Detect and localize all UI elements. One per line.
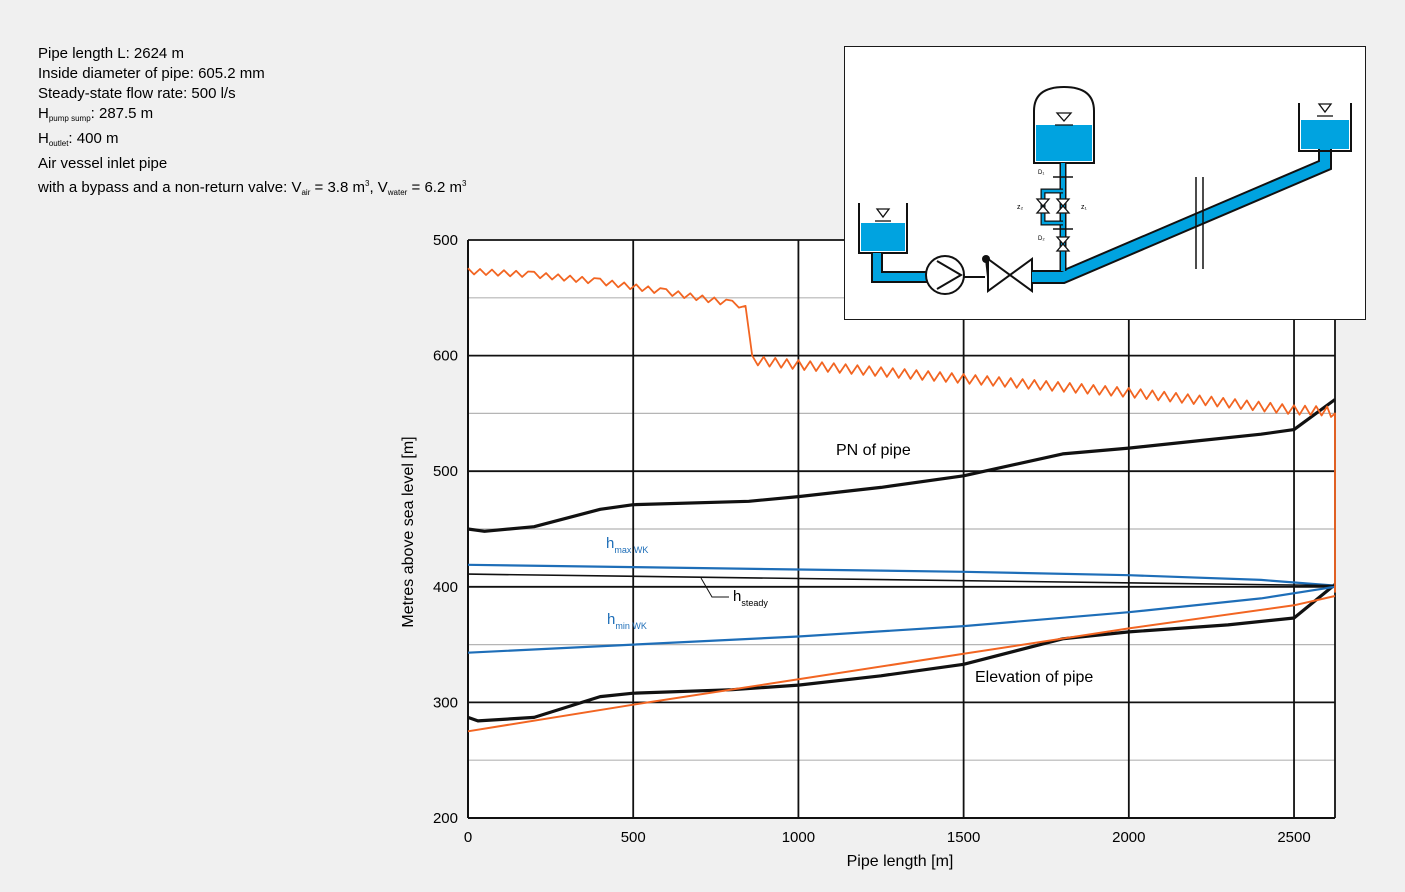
y-tick-label: 500 [433,232,458,249]
h-steady-line [467,573,1336,587]
pump-icon [925,255,965,295]
air-vessel-level-icon [1055,112,1073,122]
pipe-parameters: Pipe length L: 2624 m Inside diameter of… [38,44,466,203]
x-tick-label: 2500 [1277,829,1310,846]
valve-icon [987,257,1033,293]
x-tick-label: 0 [464,829,472,846]
bypass-valve-icon [1035,198,1051,214]
max-envelope-line [467,267,1336,593]
inside-diameter-text: Inside diameter of pipe: 605.2 mm [38,65,265,82]
h-steady-label: hsteady [733,588,768,608]
pipe-length-text: Pipe length L: 2624 m [38,45,184,62]
h-pump-sump-text: Hpump sump: 287.5 m [38,105,154,123]
y-tick-label: 500 [433,463,458,480]
pn-of-pipe-label: PN of pipe [836,442,911,459]
air-vessel-text: Air vessel inlet pipe [38,155,168,172]
right-reservoir-water [1301,120,1349,149]
y-tick-label: 300 [433,694,458,711]
system-diagram: z₂ z₁ D₁ D₂ [844,46,1366,320]
y-tick-label: 400 [433,579,458,596]
flow-rate-text: Steady-state flow rate: 500 l/s [38,85,236,102]
left-water-level-icon [875,208,891,219]
system-diagram-svg: z₂ z₁ D₁ D₂ [858,85,1352,295]
min-envelope-line [467,595,1336,733]
elevation-of-pipe-line [467,583,1337,723]
y-tick-label: 600 [433,348,458,365]
inlet-valve-icon [1055,198,1071,214]
lower-valve-icon [1055,236,1071,252]
tick-labels: 0 500 1000 1500 2000 2500 200 300 400 500 600 500 [433,232,1311,846]
discharge-pipe-fill [1032,149,1330,282]
d1-label: D₁ [1038,170,1044,176]
h-min-wk-line [467,585,1336,654]
right-water-level-icon [1317,103,1333,114]
x-tick-label: 2000 [1112,829,1145,846]
h-max-wk-line [467,563,1336,587]
h-steady-leader-line [700,577,729,598]
series-layer [467,267,1337,733]
air-vessel-water [1036,125,1092,161]
x-tick-label: 1000 [782,829,815,846]
left-reservoir-water [861,223,905,251]
d2-label: D₂ [1038,236,1045,242]
h-min-wk-label: hmin WK [607,611,647,631]
h-outlet-text: Houtlet: 400 m [38,130,119,148]
discharge-pipe [1032,149,1332,284]
y-tick-label: 200 [433,810,458,827]
x-tick-label: 1500 [947,829,980,846]
h-max-wk-label: hmax WK [606,535,648,555]
z2-label: z₂ [1017,204,1024,211]
y-axis-title: Metres above sea level [m] [400,436,417,627]
x-axis-title: Pipe length [m] [847,853,954,870]
elevation-of-pipe-label: Elevation of pipe [975,669,1093,686]
suction-pipe-fill [873,253,927,281]
pump-arrow [936,260,963,290]
pn-of-pipe-line [467,398,1336,533]
bypass-text: with a bypass and a non-return valve: Va… [38,179,467,197]
x-tick-label: 500 [621,829,646,846]
z1-label: z₁ [1081,204,1088,211]
right-reservoir [1298,103,1352,152]
